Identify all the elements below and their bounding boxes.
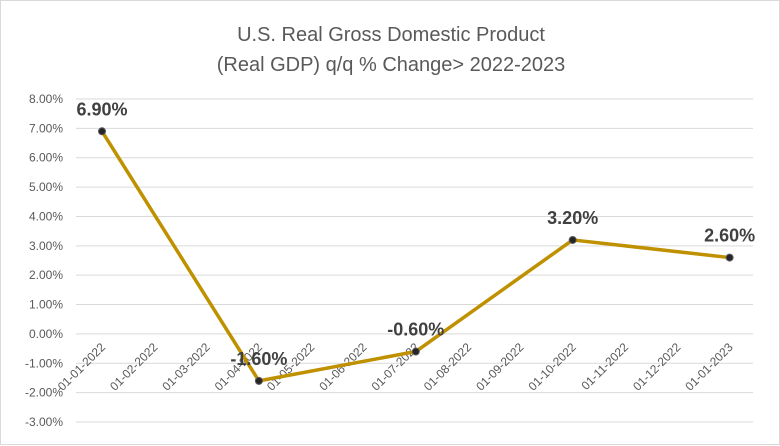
y-tick-label: 8.00% bbox=[29, 92, 63, 106]
y-tick-label: 2.00% bbox=[29, 268, 63, 282]
data-point bbox=[725, 253, 734, 262]
y-tick-label: 0.00% bbox=[29, 327, 63, 341]
y-tick-label: 1.00% bbox=[29, 298, 63, 312]
x-axis-tick-labels: 01-01-202201-02-202201-03-202201-04-2022… bbox=[55, 340, 736, 394]
y-tick-label: 6.00% bbox=[29, 151, 63, 165]
y-tick-label: 3.00% bbox=[29, 239, 63, 253]
chart-title-line-2: (Real GDP) q/q % Change> 2022-2023 bbox=[217, 54, 566, 76]
series-markers bbox=[98, 127, 734, 385]
data-label: -0.60% bbox=[387, 320, 444, 340]
x-tick-label: 01-03-2022 bbox=[159, 340, 213, 394]
chart-title-line-1: U.S. Real Gross Domestic Product bbox=[237, 24, 545, 46]
data-label: 2.60% bbox=[704, 226, 755, 246]
y-tick-label: -3.00% bbox=[25, 415, 63, 429]
y-tick-label: 5.00% bbox=[29, 180, 63, 194]
series-line bbox=[100, 129, 732, 383]
x-tick-label: 01-10-2022 bbox=[526, 340, 580, 394]
data-label: 6.90% bbox=[76, 99, 127, 119]
data-label: -1.60% bbox=[230, 349, 287, 369]
data-point bbox=[568, 235, 577, 244]
y-tick-label: 4.00% bbox=[29, 209, 63, 223]
data-point bbox=[98, 127, 106, 136]
x-tick-label: 01-08-2022 bbox=[421, 340, 475, 394]
gridlines bbox=[76, 98, 753, 423]
y-tick-label: -2.00% bbox=[25, 386, 63, 400]
x-tick-label: 01-12-2022 bbox=[630, 340, 684, 394]
data-point bbox=[411, 347, 420, 356]
y-tick-label: 7.00% bbox=[29, 121, 63, 135]
y-tick-label: -1.00% bbox=[25, 356, 63, 370]
data-label: 3.20% bbox=[547, 208, 598, 228]
data-labels: 6.90% -1.60% -0.60% 3.20% 2.60% bbox=[76, 99, 755, 369]
data-point bbox=[254, 376, 263, 385]
x-tick-label: 01-01-2023 bbox=[682, 340, 736, 394]
x-tick-label: 01-09-2022 bbox=[473, 340, 527, 394]
y-axis-tick-labels: 8.00% 7.00% 6.00% 5.00% 4.00% 3.00% 2.00% 1.00%… bbox=[25, 92, 63, 429]
series-polyline bbox=[100, 129, 732, 383]
x-tick-label: 01-02-2022 bbox=[107, 340, 161, 394]
x-tick-label: 01-11-2022 bbox=[578, 340, 631, 393]
